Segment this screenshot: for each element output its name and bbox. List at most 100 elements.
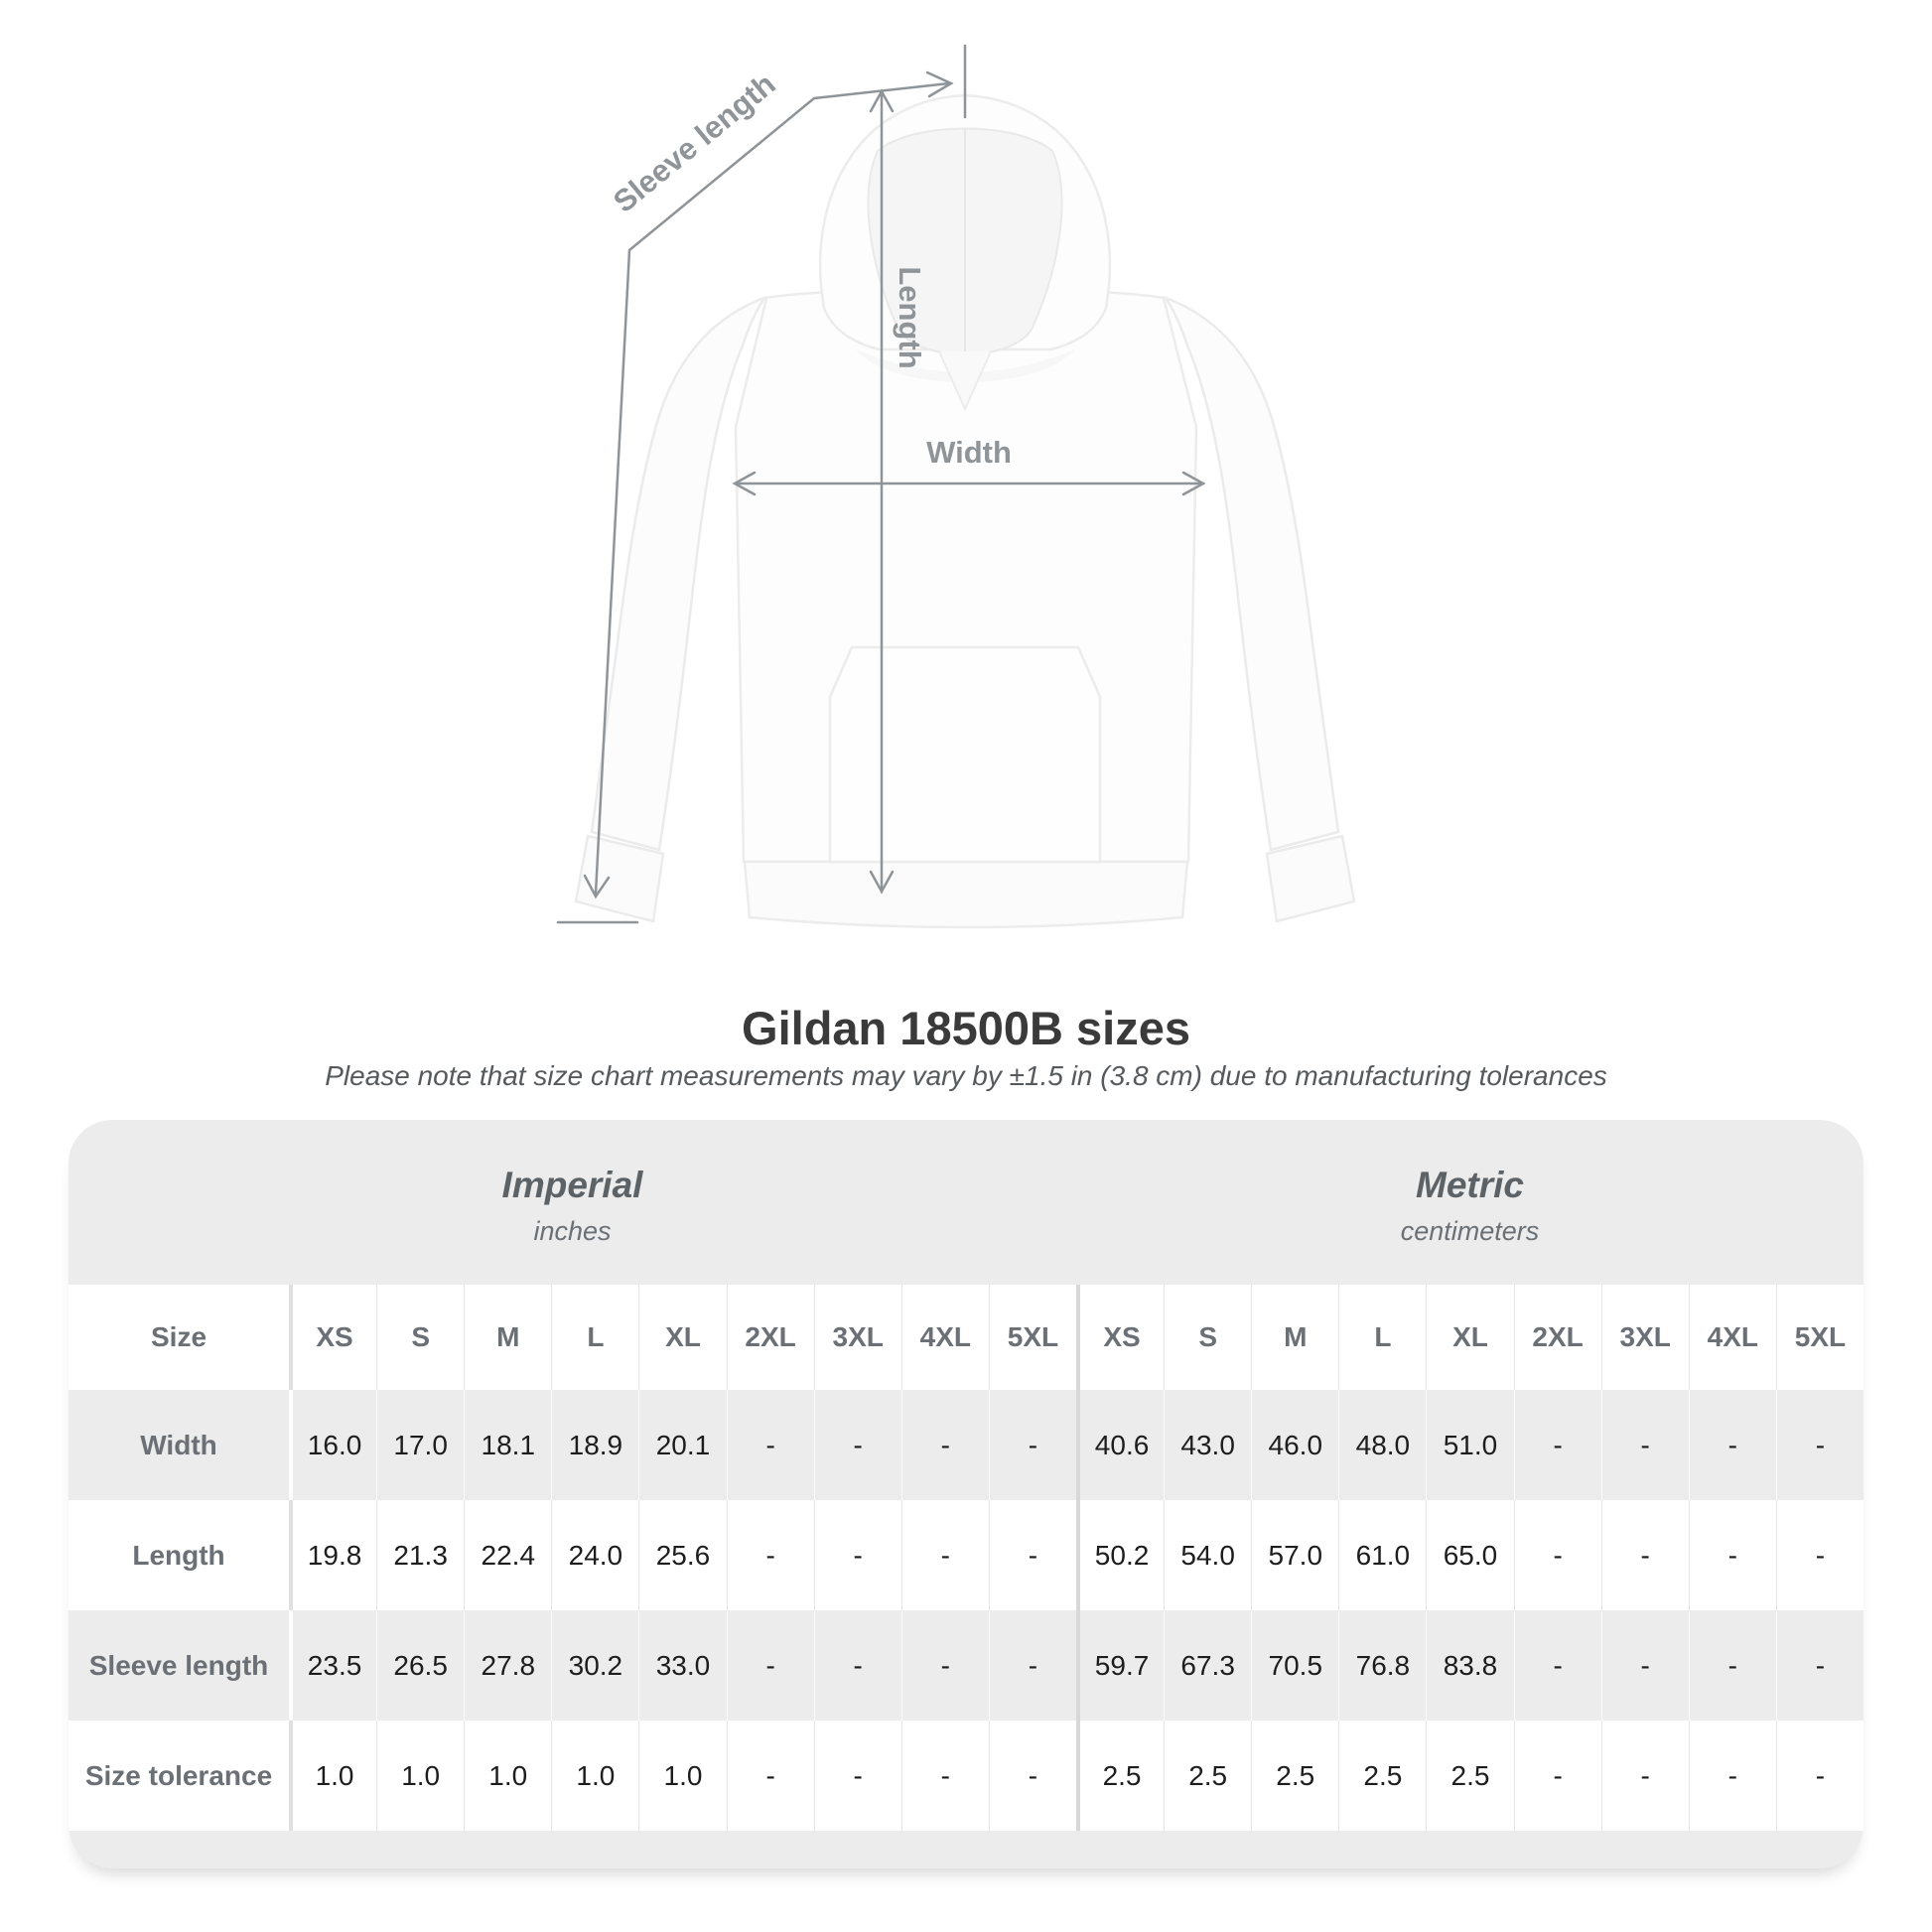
column-header-imperial-5xl: 5XL xyxy=(988,1285,1076,1390)
length-label: Length xyxy=(893,266,927,368)
value-cell: - xyxy=(1688,1390,1776,1500)
value-cell: 50.2 xyxy=(1076,1500,1164,1610)
value-cell: - xyxy=(900,1721,989,1831)
value-cell: - xyxy=(1688,1500,1776,1610)
size-header-row: Size XS S M L XL 2XL 3XL 4XL 5XL XS S M L XL 2XL 3XL 4XL 5… xyxy=(69,1285,1863,1390)
hoodie-hem-band xyxy=(743,860,1189,929)
value-cell: - xyxy=(988,1721,1076,1831)
imperial-label: Imperial xyxy=(501,1164,643,1205)
width-label: Width xyxy=(926,435,1012,470)
metric-label: Metric xyxy=(1416,1164,1524,1205)
hoodie-left-cuff xyxy=(574,834,665,923)
row-label: Width xyxy=(140,1429,217,1460)
size-table: Imperial inches Metric centimeters Size X… xyxy=(69,1120,1863,1868)
row-label: Size tolerance xyxy=(84,1759,273,1791)
value-cell: - xyxy=(1775,1500,1863,1610)
width-arrowhead-right xyxy=(1181,471,1206,496)
width-arrowhead-left xyxy=(732,471,757,496)
value-cell: - xyxy=(1688,1721,1776,1831)
value-cell: 2.5 xyxy=(1426,1721,1513,1831)
table-row-size-tolerance: Size tolerance 1.0 1.0 1.0 1.0 1.0- - - -2.5 2.5 2… xyxy=(69,1721,1863,1831)
value-cell: - xyxy=(900,1390,989,1500)
value-cell: - xyxy=(1600,1500,1689,1610)
sleeve-length-arrowhead-right xyxy=(925,70,954,98)
value-cell: 61.0 xyxy=(1338,1500,1426,1610)
column-header-imperial-l: L xyxy=(551,1285,638,1390)
value-cell: 57.0 xyxy=(1251,1500,1338,1610)
value-cell: 1.0 xyxy=(289,1721,376,1831)
value-cell: 65.0 xyxy=(1426,1500,1513,1610)
row-label: Sleeve length xyxy=(88,1649,269,1681)
row-label: Length xyxy=(132,1539,225,1571)
value-cell: - xyxy=(1688,1610,1776,1721)
value-cell: 24.0 xyxy=(551,1500,638,1610)
value-cell: 48.0 xyxy=(1338,1390,1426,1500)
value-cell: - xyxy=(988,1500,1076,1610)
hoodie-neck-notch xyxy=(938,350,992,412)
hoodie-diagram-svg: Sleeve length Length Width xyxy=(556,44,1356,929)
value-cell: - xyxy=(988,1610,1076,1721)
value-cell: 1.0 xyxy=(551,1721,638,1831)
value-cell: - xyxy=(1775,1610,1863,1721)
value-cell: - xyxy=(1600,1610,1689,1721)
column-header-metric-xl: XL xyxy=(1426,1285,1513,1390)
hoodie-pocket xyxy=(828,645,1102,864)
value-cell: 54.0 xyxy=(1164,1500,1251,1610)
column-header-metric-3xl: 3XL xyxy=(1600,1285,1689,1390)
column-header-metric-4xl: 4XL xyxy=(1688,1285,1776,1390)
value-cell: - xyxy=(1600,1390,1689,1500)
value-cell: - xyxy=(988,1390,1076,1500)
column-header-metric-l: L xyxy=(1338,1285,1426,1390)
value-cell: - xyxy=(1513,1390,1601,1500)
value-cell: 19.8 xyxy=(289,1500,376,1610)
table-row-sleeve-length: Sleeve length 23.5 26.5 27.8 30.2 33.0- - - -59.… xyxy=(69,1610,1863,1721)
imperial-unit-label: inches xyxy=(533,1215,612,1246)
value-cell: 21.3 xyxy=(376,1500,464,1610)
value-cell: - xyxy=(813,1390,901,1500)
value-cell: - xyxy=(1775,1390,1863,1500)
hoodie-left-sleeve xyxy=(590,295,768,852)
value-cell: 76.8 xyxy=(1338,1610,1426,1721)
value-cell: 25.6 xyxy=(638,1500,726,1610)
value-cell: 27.8 xyxy=(464,1610,551,1721)
value-cell: 1.0 xyxy=(376,1721,464,1831)
value-cell: 18.1 xyxy=(464,1390,551,1500)
measurement-lines xyxy=(556,44,1206,924)
value-cell: 22.4 xyxy=(464,1500,551,1610)
value-cell: - xyxy=(726,1610,814,1721)
sleeve-length-arrowhead-down xyxy=(583,874,611,899)
tolerance-note: Please note that size chart measurements… xyxy=(325,1060,1607,1091)
length-arrowhead-up xyxy=(869,88,895,113)
value-cell: - xyxy=(813,1721,901,1831)
column-header-imperial-2xl: 2XL xyxy=(726,1285,814,1390)
value-cell: 51.0 xyxy=(1426,1390,1513,1500)
value-cell: - xyxy=(1513,1721,1601,1831)
value-cell: 46.0 xyxy=(1251,1390,1338,1500)
hoodie-right-cuff xyxy=(1265,834,1356,923)
hoodie-measurement-diagram: Sleeve length Length Width xyxy=(556,44,1356,929)
column-header-imperial-xl: XL xyxy=(638,1285,726,1390)
value-cell: 2.5 xyxy=(1076,1721,1164,1831)
column-header-metric-5xl: 5XL xyxy=(1775,1285,1863,1390)
value-cell: - xyxy=(726,1390,814,1500)
unit-header-band: Imperial inches Metric centimeters xyxy=(69,1120,1863,1285)
value-cell: 70.5 xyxy=(1251,1610,1338,1721)
value-cell: - xyxy=(1600,1721,1689,1831)
value-cell: - xyxy=(1513,1610,1601,1721)
value-cell: 40.6 xyxy=(1076,1390,1164,1500)
imperial-unit-group: Imperial inches xyxy=(69,1120,1076,1285)
value-cell: 1.0 xyxy=(464,1721,551,1831)
value-cell: 1.0 xyxy=(638,1721,726,1831)
value-cell: 20.1 xyxy=(638,1390,726,1500)
column-header-metric-s: S xyxy=(1164,1285,1251,1390)
metric-unit-group: Metric centimeters xyxy=(1076,1120,1863,1285)
size-header-label: Size xyxy=(150,1321,207,1352)
value-cell: - xyxy=(726,1500,814,1610)
value-cell: 26.5 xyxy=(376,1610,464,1721)
metric-unit-label: centimeters xyxy=(1400,1215,1540,1246)
column-header-imperial-s: S xyxy=(376,1285,464,1390)
value-cell: 23.5 xyxy=(289,1610,376,1721)
column-header-imperial-xs: XS xyxy=(289,1285,376,1390)
value-cell: 16.0 xyxy=(289,1390,376,1500)
length-arrowhead-down xyxy=(869,870,895,895)
